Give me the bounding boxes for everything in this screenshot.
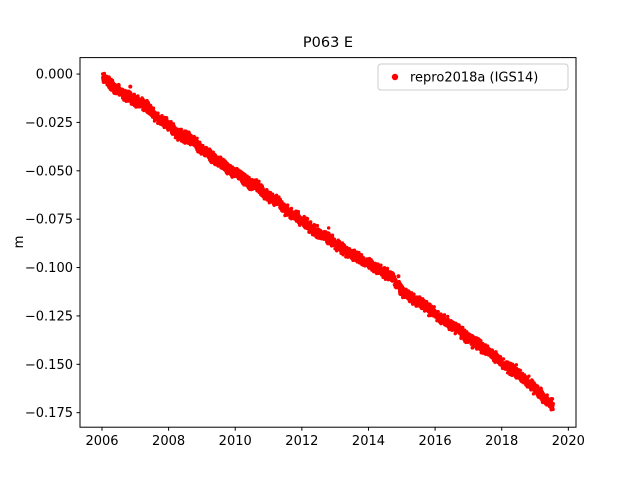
data-point (436, 309, 440, 314)
scatter-points (100, 71, 555, 412)
data-point (379, 263, 383, 267)
data-point (156, 111, 160, 115)
y-tick-label: −0.100 (25, 261, 73, 276)
data-point (352, 248, 357, 252)
data-point (309, 220, 313, 224)
legend-box (377, 63, 569, 91)
x-tick-label: 2020 (552, 434, 585, 449)
data-point (296, 210, 301, 214)
data-point (545, 393, 549, 397)
x-tick-label: 2016 (419, 434, 452, 449)
x-tick-label: 2008 (152, 434, 185, 449)
data-point (527, 374, 531, 378)
x-tick-label: 2014 (352, 434, 385, 449)
data-point (257, 179, 261, 184)
x-axis: 2006 2008 2010 2012 2014 2016 2018 2020 (85, 427, 585, 449)
data-point (117, 83, 121, 87)
data-point (551, 402, 555, 406)
data-point (445, 314, 450, 319)
legend-label: repro2018a (IGS14) (410, 71, 538, 86)
data-point (305, 217, 310, 221)
x-tick-label: 2012 (285, 434, 318, 449)
y-tick-label: −0.150 (25, 358, 73, 373)
data-point (179, 127, 184, 131)
y-axis: 0.000 −0.025 −0.050 −0.075 −0.100 −0.125 −0.15… (25, 68, 80, 421)
data-point (479, 339, 483, 343)
data-point (315, 223, 320, 228)
data-point (536, 385, 540, 389)
data-point (501, 357, 506, 361)
data-point (550, 397, 555, 401)
data-point (151, 106, 156, 110)
x-tick-label: 2010 (219, 434, 252, 449)
data-point (432, 305, 436, 309)
data-point (551, 407, 555, 412)
legend-marker-icon (391, 73, 399, 81)
data-point (289, 206, 294, 211)
data-point (385, 266, 390, 271)
data-point (278, 197, 283, 202)
y-tick-label: −0.025 (25, 116, 73, 131)
x-tick-label: 2018 (485, 434, 518, 449)
y-axis-label: m (12, 236, 27, 249)
y-tick-label: 0.000 (36, 68, 73, 83)
data-point (285, 203, 290, 207)
chart-title: P063 E (303, 35, 353, 51)
data-point (326, 226, 331, 230)
y-tick-label: −0.050 (25, 164, 73, 179)
y-tick-label: −0.075 (25, 213, 73, 228)
data-point (518, 368, 523, 373)
data-point (461, 325, 465, 330)
legend: repro2018a (IGS14) (377, 63, 569, 91)
data-point (514, 363, 519, 367)
y-tick-label: −0.125 (25, 309, 73, 324)
data-point (412, 292, 416, 296)
y-tick-label: −0.175 (25, 406, 73, 421)
data-point (357, 250, 361, 255)
outlier-data-point (128, 84, 133, 89)
x-tick-label: 2006 (85, 434, 118, 449)
data-point (169, 119, 173, 124)
axes-border (79, 57, 577, 428)
data-point (442, 313, 447, 317)
data-point (195, 136, 199, 141)
outlier-data-point (396, 274, 401, 279)
